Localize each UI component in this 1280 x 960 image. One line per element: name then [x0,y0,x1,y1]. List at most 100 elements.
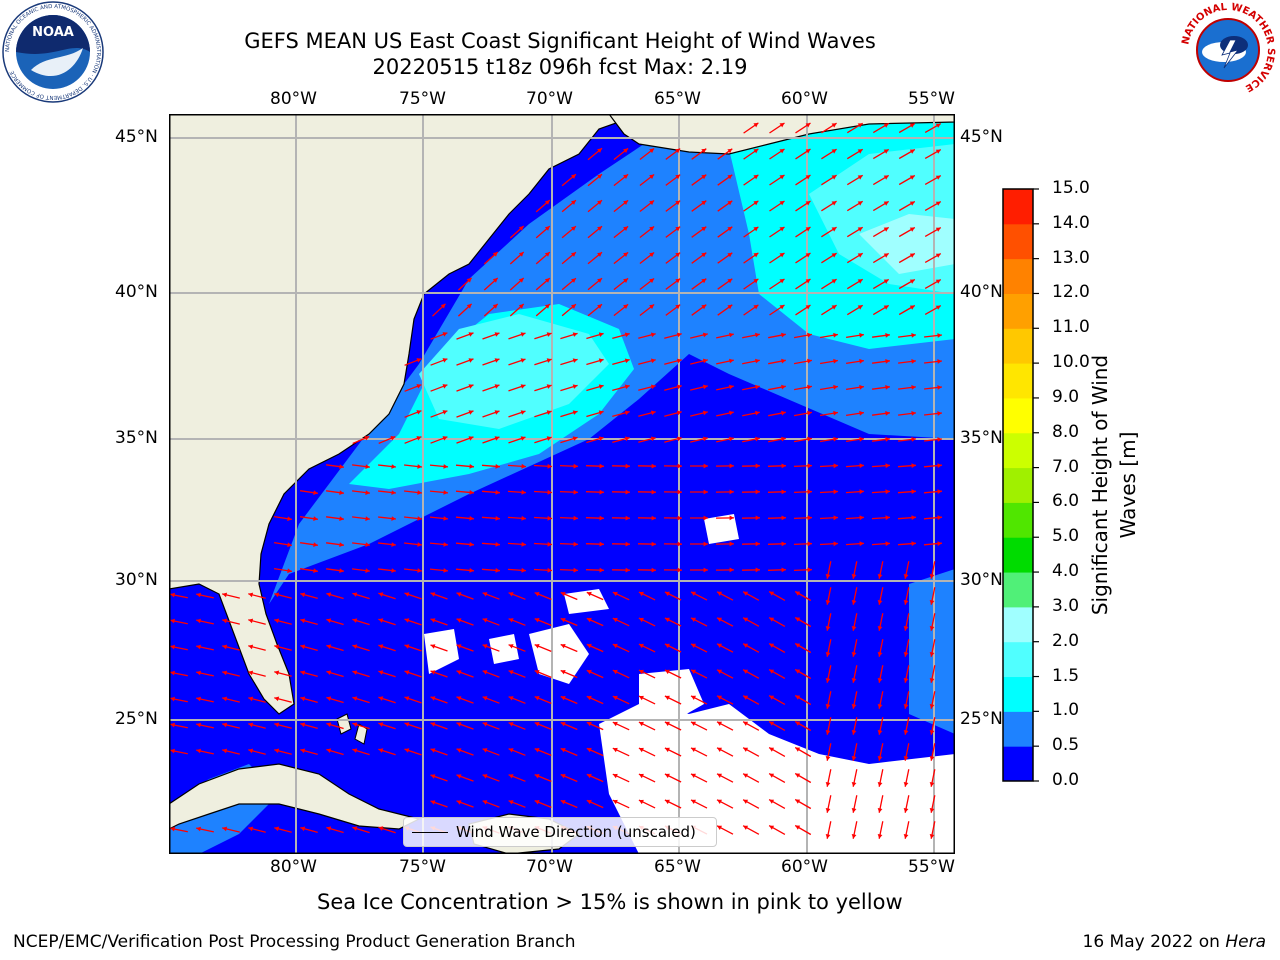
wave-direction-arrow-head [859,410,864,416]
wave-direction-arrow-head [560,670,566,675]
wave-direction-arrow-head [831,123,837,128]
wave-direction-arrow-head [560,696,566,701]
wave-direction-arrow-head [935,253,941,258]
wave-direction-arrow-head [222,748,228,754]
wave-direction-arrow-head [571,304,576,309]
wave-direction-arrow-head [781,541,786,547]
wave-direction-arrow-head [274,748,280,754]
wave-direction-arrow-head [469,542,474,547]
wave-direction-arrow-head [404,670,410,675]
wave-direction-arrow-head [638,591,644,597]
lon-label-bottom: 65°W [654,857,701,877]
wave-direction-arrow-head [638,773,644,779]
wave-direction-arrow-head [935,149,941,154]
wave-direction-arrow-head [547,463,552,469]
wave-direction-arrow-head [442,384,448,389]
wave-direction-arrow-head [703,515,708,521]
wave-direction-arrow-head [935,305,941,310]
wave-direction-arrow-head [702,384,708,390]
wave-direction-arrow-head [649,200,655,206]
wave-direction-arrow-head [664,591,670,597]
wave-direction-arrow-head [753,226,759,232]
wave-direction-arrow-head [743,617,749,622]
wave-direction-arrow-head [769,825,775,830]
wave-direction-arrow-head [675,148,681,154]
wave-direction-arrow-head [911,385,916,390]
wave-direction-arrow-head [781,489,786,495]
wave-direction-arrow-head [903,834,909,839]
wave-direction-arrow-head [469,568,474,573]
wave-direction-arrow-head [676,332,682,338]
wave-direction-arrow-head [929,782,935,787]
wave-direction-arrow-head [807,463,812,469]
colorbar-tick-label: 3.0 [1052,595,1080,616]
colorbar-frame [1002,188,1034,782]
lat-label-right: 40°N [960,282,1003,302]
wave-direction-arrow-head [795,695,801,700]
wave-direction-arrow-head [885,385,890,390]
wave-direction-arrow-head [859,358,864,364]
wave-direction-arrow-head [717,825,722,830]
wave-direction-arrow-head [521,463,526,469]
wave-direction-arrow-head [929,704,935,709]
lat-label-left: 40°N [115,282,158,302]
wave-direction-arrow-head [857,123,863,128]
wave-direction-arrow-head [508,592,514,597]
wave-direction-arrow-head [831,175,837,180]
wave-direction-arrow-head [833,384,838,390]
colorbar-tick-label: 0.5 [1052,735,1080,756]
wave-direction-arrow-head [638,747,644,753]
wave-direction-arrow-head [909,149,915,154]
wave-direction-arrow-head [597,200,602,205]
wave-direction-arrow-head [339,568,344,573]
wave-direction-arrow-head [769,617,775,622]
wave-direction-arrow-head [703,489,708,495]
wave-direction-arrow-head [675,174,681,180]
wave-direction-arrow-head [795,825,801,830]
wave-direction-arrow-head [650,384,656,390]
wave-direction-arrow-head [903,730,909,735]
wave-direction-arrow-head [416,436,422,441]
wave-direction-arrow-head [743,721,749,726]
wave-direction-arrow-head [717,773,722,778]
wave-direction-arrow-head [677,463,682,469]
wave-direction-arrow-head [196,826,201,832]
wave-direction-arrow-head [520,384,526,389]
colorbar-tick-label: 9.0 [1052,386,1080,407]
wave-direction-arrow-head [717,695,722,700]
wave-direction-arrow-head [352,826,358,831]
wave-direction-arrow-head [468,332,474,337]
wave-direction-arrow-head [430,800,436,805]
wave-direction-arrow-head [903,704,909,709]
wave-direction-arrow-head [727,252,733,258]
wave-direction-arrow-head [274,670,280,676]
wave-direction-arrow-head [729,332,734,338]
wave-direction-arrow-head [701,252,707,258]
wave-direction-arrow-head [456,618,462,623]
wave-direction-arrow-head [885,515,890,521]
wave-direction-arrow-head [779,253,785,258]
wave-direction-arrow-head [779,227,785,232]
wave-direction-arrow-head [937,541,942,546]
wave-direction-arrow-head [825,834,831,839]
nws-logo: NATIONAL WEATHER SERVICE [1180,2,1276,98]
wave-direction-arrow-head [544,226,550,231]
chart-subtitle: 20220515 t18z 096h fcst Max: 2.19 [372,55,748,79]
wave-direction-arrow-head [520,358,526,363]
wave-direction-arrow-head [727,304,733,310]
wave-direction-arrow-head [391,568,396,573]
wave-direction-arrow-head [248,670,254,676]
wave-direction-arrow-head [805,123,811,128]
lat-label-left: 45°N [115,127,158,147]
wave-direction-arrow-head [727,174,733,180]
wave-direction-arrow-head [508,722,514,727]
wave-direction-arrow-head [807,515,812,521]
wave-direction-arrow-head [495,490,500,495]
wave-direction-arrow-head [755,358,760,364]
wave-direction-arrow-head [755,463,760,469]
wave-direction-arrow-head [702,332,708,338]
wave-direction-arrow-head [571,278,576,283]
wave-direction-arrow-head [494,436,500,441]
wave-direction-arrow-head [391,464,396,469]
wave-direction-arrow-head [781,384,786,390]
